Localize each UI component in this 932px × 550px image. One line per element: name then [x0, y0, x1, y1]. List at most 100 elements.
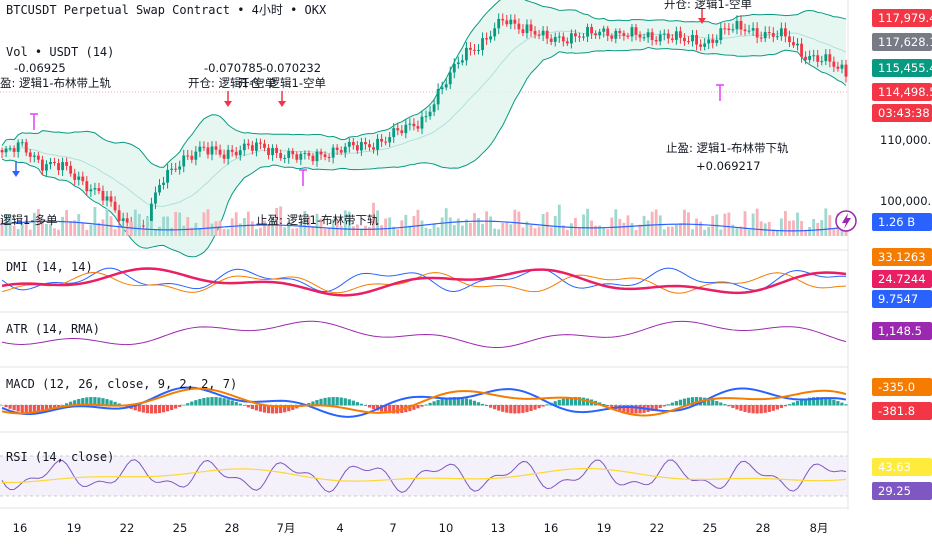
- volume-bar: [400, 220, 404, 236]
- volume-bar: [557, 204, 561, 236]
- candle-body: [299, 153, 303, 160]
- candle-body: [396, 128, 400, 131]
- macd-histogram-bar: [153, 405, 158, 414]
- macd-histogram-bar: [315, 400, 319, 406]
- volume-bar: [529, 225, 533, 236]
- macd-histogram-bar: [715, 400, 719, 406]
- candle-body: [303, 152, 307, 154]
- candle-body: [707, 39, 711, 44]
- macd-histogram-bar: [484, 405, 489, 407]
- volume-bar: [808, 226, 812, 236]
- indicator-tag: [872, 458, 932, 476]
- time-tick: 19: [67, 521, 82, 535]
- macd-histogram-bar: [101, 398, 105, 406]
- candle-body: [174, 168, 178, 170]
- candle-body: [477, 49, 480, 51]
- volume-bar: [679, 223, 682, 236]
- macd-histogram-bar: [476, 402, 481, 406]
- candle-body: [287, 151, 291, 158]
- macd-histogram-bar: [157, 405, 162, 414]
- candle-body: [182, 155, 186, 167]
- volume-bar: [53, 228, 56, 236]
- time-tick: 22: [120, 521, 135, 535]
- candle-body: [658, 34, 662, 42]
- volume-bar: [610, 217, 614, 236]
- volume-bar: [751, 213, 755, 236]
- macd-histogram-bar: [501, 405, 505, 412]
- candle-body: [723, 28, 727, 30]
- annotation-long: 逻辑1-多单: [0, 213, 57, 227]
- macd-histogram-bar: [105, 399, 109, 406]
- annotation-open-short-2: 开仓: 逻辑1-空单: [188, 76, 276, 90]
- price-tick: 110,000.0: [880, 133, 932, 147]
- macd-histogram-bar: [194, 400, 198, 406]
- volume-bar: [460, 225, 464, 236]
- macd-histogram-bar: [52, 405, 57, 409]
- indicator-tag-label: 33.1263: [878, 250, 926, 264]
- time-axis[interactable]: 16 19 22 25 28 7月 4 7 10 13 16 19 22 25 28 8月: [13, 521, 829, 535]
- macd-histogram-bar: [97, 397, 101, 406]
- macd-histogram-bar: [747, 405, 751, 413]
- macd-histogram-bar: [262, 405, 267, 413]
- candle-body: [210, 146, 214, 155]
- macd-histogram-bar: [60, 404, 65, 406]
- candle-body: [101, 190, 105, 201]
- candle-body: [351, 142, 355, 146]
- candle-body: [89, 189, 93, 192]
- macd-histogram-bar: [77, 398, 81, 406]
- candle-body: [291, 151, 295, 155]
- volume-bar: [339, 225, 343, 236]
- volume-bar: [674, 224, 678, 236]
- candle-body: [642, 37, 646, 39]
- candle-body: [763, 32, 767, 39]
- volume-bar: [578, 227, 581, 236]
- volume-bar: [804, 229, 808, 236]
- price-tag-label: 115,455.4: [878, 61, 932, 75]
- price-axis[interactable]: 117,979.4 117,628.1 115,455.4 114,498.5 03:4…: [847, 0, 932, 510]
- lightning-icon[interactable]: [835, 210, 857, 232]
- bollinger-band: [1, 0, 847, 258]
- macd-histogram-bar: [674, 401, 678, 406]
- candle-body: [521, 29, 525, 34]
- price-tag: [872, 104, 932, 122]
- macd-histogram-bar: [561, 398, 565, 406]
- candle-body: [557, 36, 561, 38]
- volume-bar: [432, 223, 436, 236]
- volume-bar: [408, 225, 412, 236]
- time-tick: 28: [756, 521, 771, 535]
- macd-histogram-bar: [145, 405, 150, 414]
- candle-body: [335, 147, 339, 151]
- macd-histogram-bar: [771, 405, 775, 411]
- volume-bar: [840, 229, 844, 236]
- macd-histogram-bar: [202, 397, 206, 406]
- bollinger-mid: [1, 30, 847, 207]
- macd-histogram-bar: [218, 397, 222, 406]
- macd-histogram-bar: [89, 397, 93, 406]
- candle-body: [20, 142, 24, 144]
- volume-bar: [315, 213, 319, 236]
- volume-bar: [392, 226, 396, 236]
- candle-body: [779, 28, 783, 37]
- volume-bar: [711, 215, 715, 236]
- candle-body: [452, 63, 456, 73]
- candle-body: [384, 141, 388, 143]
- macd-histogram-bar: [791, 402, 796, 406]
- candle-body: [347, 142, 351, 147]
- macd-histogram-bar: [666, 404, 670, 406]
- volume-bar: [719, 229, 723, 236]
- macd-histogram-bar: [379, 405, 384, 412]
- candle-body: [255, 142, 258, 151]
- volume-bar: [355, 224, 359, 236]
- candle-body: [275, 147, 279, 154]
- candle-body: [246, 143, 250, 146]
- macd-histogram-bar: [581, 397, 586, 406]
- candle-body: [751, 28, 755, 31]
- macd-histogram-bar: [363, 405, 368, 406]
- time-tick: 16: [13, 521, 28, 535]
- volume-bar: [40, 222, 44, 236]
- volume-bar: [501, 222, 505, 236]
- volume-bar: [448, 217, 452, 236]
- macd-histogram-bar: [44, 405, 49, 412]
- candle-body: [578, 36, 581, 38]
